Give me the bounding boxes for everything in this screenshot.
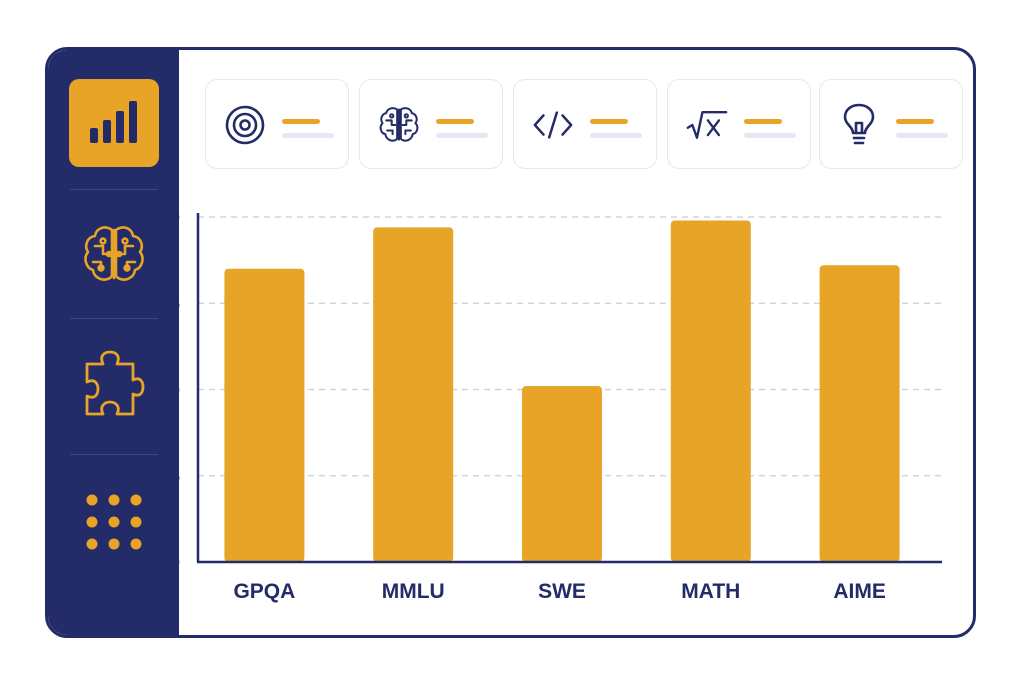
x-tick-label: MMLU	[382, 580, 445, 603]
sidebar	[48, 50, 179, 635]
card-primary-line	[744, 119, 782, 124]
card-primary-line	[590, 119, 628, 124]
bar-mmlu	[373, 227, 454, 562]
card-math[interactable]	[667, 79, 811, 169]
bar-gpqa	[224, 268, 305, 562]
square-root-icon	[686, 104, 728, 146]
card-idea[interactable]	[819, 79, 963, 169]
sidebar-item-ai-models[interactable]	[48, 215, 179, 295]
dashboard-window: 0 25 50 75 100 GPQA MMLU SWE MATH AIME	[45, 47, 976, 638]
bar-chart: 0 25 50 75 100 GPQA MMLU SWE MATH AIME	[152, 208, 942, 603]
card-secondary-line	[744, 133, 796, 138]
y-tick-label: 75	[161, 294, 180, 313]
lightbulb-icon	[838, 103, 880, 146]
x-tick-label: GPQA	[233, 580, 295, 603]
sidebar-item-apps[interactable]	[48, 482, 179, 562]
target-icon	[224, 104, 266, 146]
card-primary-line	[896, 119, 934, 124]
bar-aime	[819, 265, 900, 562]
sidebar-divider	[70, 454, 158, 455]
sidebar-divider	[70, 189, 158, 190]
grid-dots-icon	[86, 494, 141, 550]
sidebar-divider	[70, 318, 158, 319]
card-primary-line	[436, 119, 474, 124]
y-tick-label: 0	[171, 553, 180, 572]
sidebar-active-tile	[68, 79, 159, 167]
card-code[interactable]	[513, 79, 657, 169]
brain-icon	[378, 104, 420, 146]
x-tick-label: SWE	[538, 580, 586, 603]
y-tick-label: 25	[161, 467, 180, 486]
bar-swe	[522, 386, 602, 562]
card-secondary-line	[282, 133, 334, 138]
bar-math	[670, 220, 751, 562]
y-tick-label: 50	[161, 381, 180, 400]
code-icon	[532, 104, 574, 146]
card-target[interactable]	[205, 79, 349, 169]
card-secondary-line	[436, 133, 488, 138]
card-primary-line	[282, 119, 320, 124]
x-tick-label: MATH	[681, 580, 740, 603]
card-secondary-line	[896, 133, 948, 138]
brain-circuit-icon	[83, 226, 144, 281]
puzzle-piece-icon	[85, 350, 144, 416]
sidebar-item-analytics[interactable]	[48, 77, 179, 169]
sidebar-item-integrations[interactable]	[48, 345, 179, 425]
y-tick-label: 100	[152, 208, 180, 227]
x-tick-label: AIME	[833, 580, 886, 603]
card-secondary-line	[590, 133, 642, 138]
bar-chart-icon	[89, 101, 137, 143]
card-brain[interactable]	[359, 79, 503, 169]
